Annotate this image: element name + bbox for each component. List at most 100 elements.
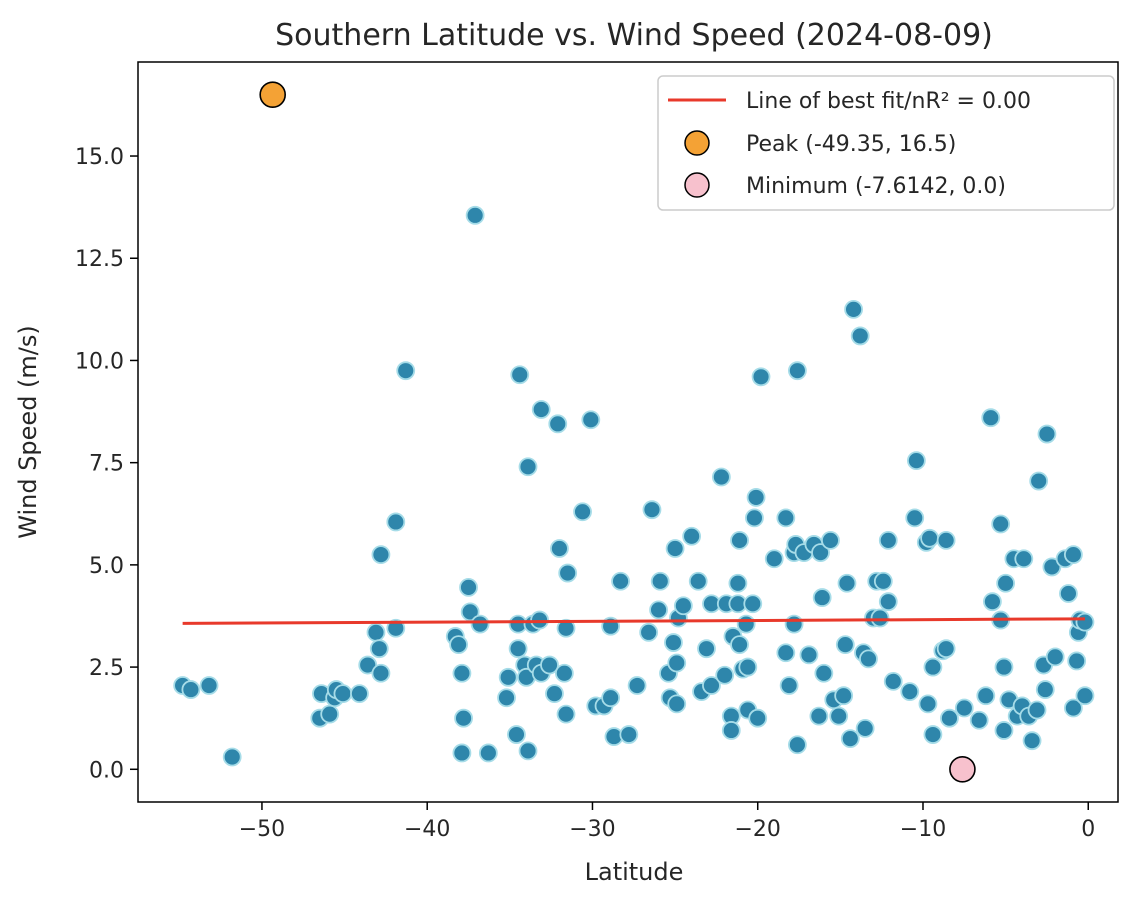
y-tick-label: 7.5 <box>89 452 124 477</box>
data-point <box>873 571 893 591</box>
y-axis: 0.0 2.5 5.0 7.5 10.0 12.5 15.0 <box>75 145 138 783</box>
y-tick-label: 12.5 <box>75 247 124 272</box>
data-point <box>728 573 748 593</box>
data-point <box>459 577 478 597</box>
data-point <box>1035 680 1055 699</box>
data-point <box>746 488 766 507</box>
data-point <box>642 500 662 520</box>
data-point <box>776 643 796 663</box>
data-point <box>601 688 621 708</box>
data-point <box>449 635 469 654</box>
data-point <box>358 655 378 675</box>
data-point <box>222 747 242 767</box>
data-point <box>1027 700 1047 720</box>
data-point <box>497 688 516 708</box>
data-point <box>702 676 721 695</box>
data-point <box>619 725 639 744</box>
x-tick-label: −50 <box>239 817 285 842</box>
peak-point <box>259 81 286 109</box>
data-point <box>697 639 716 659</box>
data-point <box>639 622 659 642</box>
data-point <box>878 592 898 612</box>
data-point <box>787 361 807 381</box>
data-point <box>554 663 574 683</box>
y-axis-label: Wind Speed (m/s) <box>14 325 42 539</box>
data-point <box>787 735 807 755</box>
data-point <box>835 635 855 654</box>
data-point <box>776 508 796 528</box>
data-point <box>940 708 959 728</box>
data-point <box>667 653 687 673</box>
data-point <box>531 400 551 419</box>
data-point <box>673 596 693 616</box>
data-point <box>981 408 1001 428</box>
data-point <box>498 667 518 687</box>
y-tick-label: 10.0 <box>75 349 124 374</box>
legend-minimum-label: Minimum (-7.6142, 0.0) <box>746 174 1006 199</box>
data-point <box>918 694 938 714</box>
data-point <box>470 614 490 634</box>
data-point <box>779 676 799 695</box>
data-point <box>199 676 219 695</box>
data-point <box>859 649 878 669</box>
data-point <box>478 743 498 763</box>
data-point <box>465 205 485 225</box>
data-point <box>1037 424 1057 444</box>
x-axis-label: Latitude <box>585 858 684 886</box>
data-point <box>664 633 683 652</box>
data-point <box>518 457 538 477</box>
data-point <box>730 635 749 654</box>
data-point <box>983 592 1002 612</box>
legend: Line of best fit/nR² = 0.00 Peak (-49.35… <box>657 75 1115 211</box>
data-point <box>386 618 406 638</box>
data-point <box>507 725 526 744</box>
data-point <box>611 571 630 591</box>
data-point <box>452 663 472 683</box>
data-point <box>920 528 940 548</box>
x-axis: −50 −40 −30 −20 −10 0 <box>239 802 1095 842</box>
data-point <box>996 573 1016 593</box>
data-point <box>333 684 353 704</box>
data-point <box>905 508 925 528</box>
axes-frame <box>137 61 1119 803</box>
data-point <box>738 657 758 677</box>
data-point <box>814 663 834 683</box>
data-point <box>711 467 731 487</box>
data-point <box>369 639 389 659</box>
legend-peak-marker <box>684 130 710 156</box>
data-point <box>550 539 569 558</box>
data-point <box>954 698 974 718</box>
data-point <box>181 680 201 699</box>
data-point <box>320 704 340 724</box>
data-point <box>784 614 804 634</box>
data-point <box>834 686 854 706</box>
data-point <box>844 299 863 319</box>
data-point <box>821 530 840 550</box>
data-point <box>366 622 386 642</box>
data-point <box>730 530 749 550</box>
plot-area <box>137 61 1119 803</box>
data-point <box>721 721 741 740</box>
scatter-points <box>173 205 1095 767</box>
data-point <box>936 639 956 659</box>
data-point <box>665 539 685 558</box>
data-point <box>371 663 391 683</box>
data-point <box>545 684 564 704</box>
data-point <box>799 645 819 665</box>
legend-minimum-marker <box>684 172 710 198</box>
data-point <box>715 665 735 685</box>
chart-title: Southern Latitude vs. Wind Speed (2024-0… <box>275 18 993 53</box>
data-point <box>743 594 763 614</box>
x-tick-label: −40 <box>404 817 450 842</box>
data-point <box>350 684 369 704</box>
data-point <box>540 655 559 675</box>
data-point <box>558 563 578 583</box>
data-point <box>688 571 708 591</box>
special-points <box>259 81 976 783</box>
data-point <box>371 545 391 565</box>
data-point <box>581 410 601 430</box>
data-point <box>1063 698 1083 718</box>
y-tick-label: 15.0 <box>75 145 124 170</box>
data-point <box>548 414 568 434</box>
